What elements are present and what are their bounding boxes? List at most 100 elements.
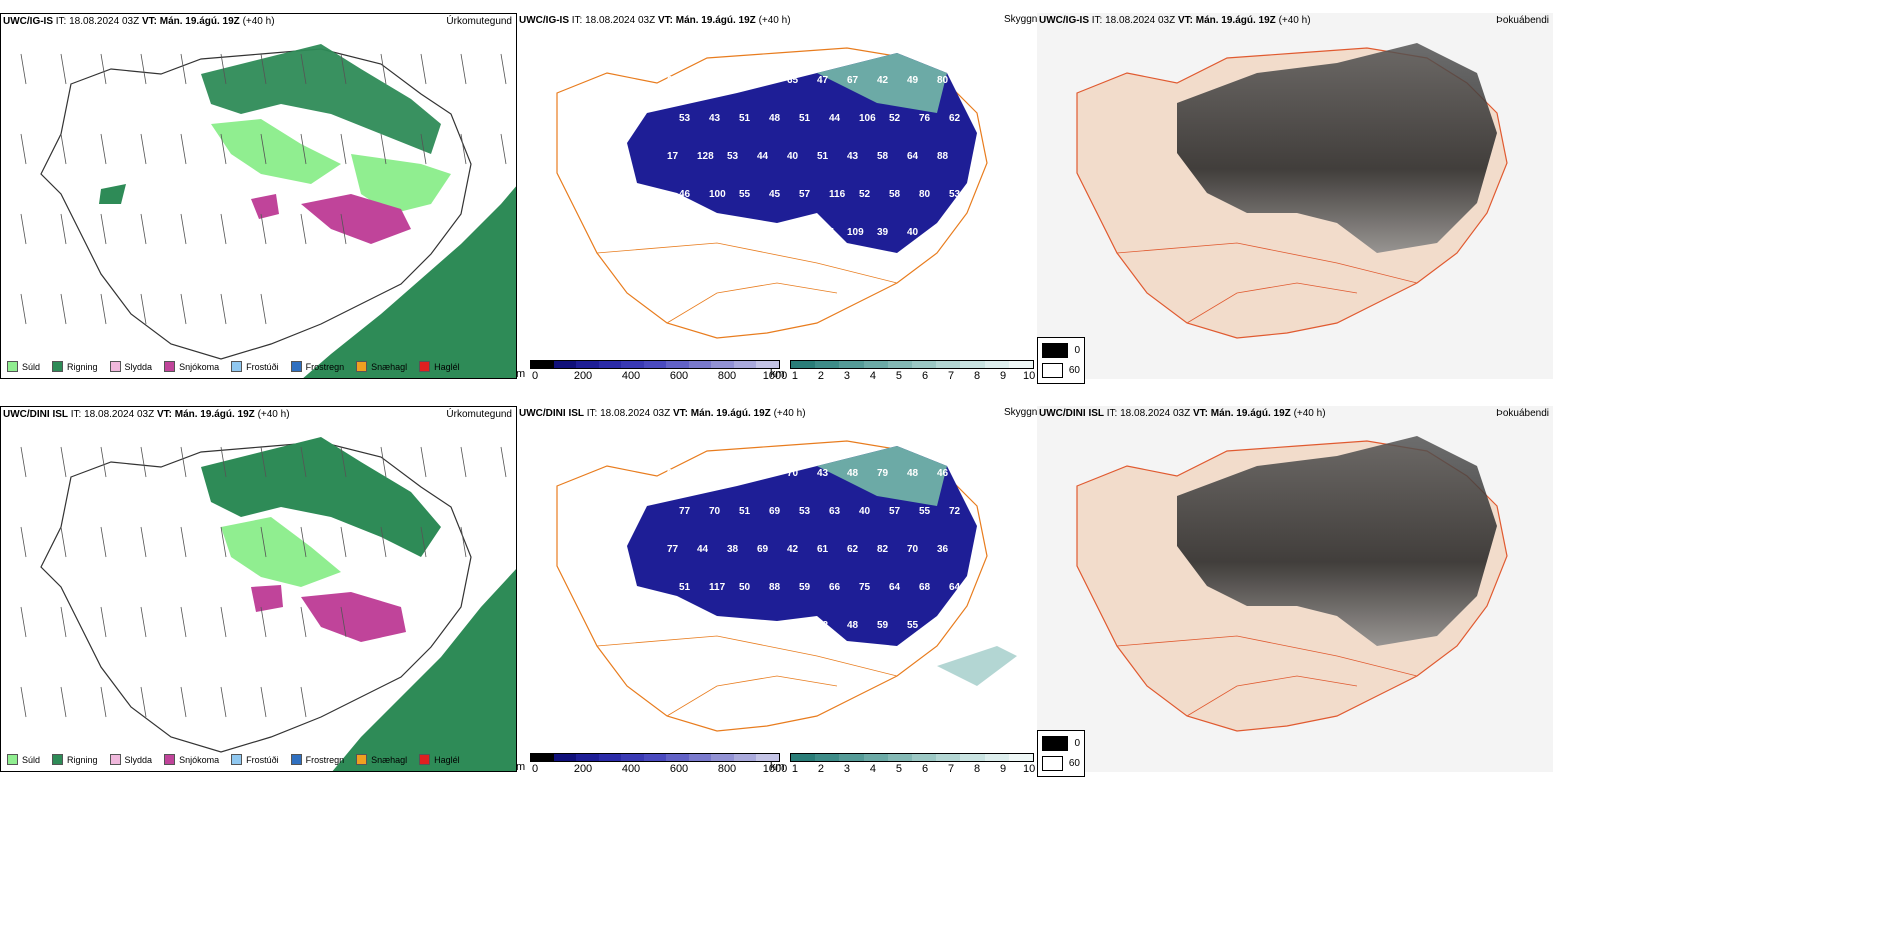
cloudbase-number: 77 [679, 506, 691, 517]
colorbar-swatch [576, 361, 599, 368]
legend-item: Frostregn [290, 754, 344, 765]
cloudbase-number: 65 [667, 75, 679, 86]
cloudbase-number: 53 [757, 468, 769, 479]
legend-item: Snæhagl [356, 754, 407, 765]
cloudbase-number: 80 [937, 75, 949, 86]
colorbar-swatch [643, 361, 667, 368]
cloudbase-number: 48 [847, 468, 859, 479]
legend-label: Haglél [434, 361, 460, 372]
legend-label: Snjókoma [179, 754, 220, 765]
cloudbase-number: 52 [889, 113, 901, 124]
legend-swatch [231, 754, 243, 765]
cloudbase-number: 62 [949, 113, 961, 124]
colorbar-swatch [553, 754, 577, 761]
fog-legend-row: 60 [1042, 756, 1080, 771]
cloudbase-number: 40 [667, 227, 679, 238]
colorbar-swatch [960, 361, 985, 368]
colorbar-tick: 200 [573, 370, 593, 382]
colorbar-swatch [984, 754, 1009, 761]
cloudbase-number: 69 [769, 506, 781, 517]
cloudbase-number: 58 [877, 151, 889, 162]
colorbar-swatch [576, 754, 599, 761]
legend-swatch [164, 754, 176, 765]
legend-swatch [356, 361, 368, 372]
cloudbase-number: 57 [889, 506, 901, 517]
cloudbase-number: 51 [679, 582, 691, 593]
colorbar-tick: 800 [717, 370, 737, 382]
cloudbase-number: 96 [697, 468, 709, 479]
legend-swatch [356, 754, 368, 765]
cloudbase-number: 75 [859, 582, 871, 593]
cloudbase-number: 36 [937, 544, 949, 555]
precip-type-panel-top: UWC/IG-IS IT: 18.08.2024 03Z VT: Mán. 19… [0, 13, 517, 379]
fog-panel-title: Þokuábendi [1496, 15, 1549, 26]
colorbar-tick: 5 [895, 763, 903, 775]
cloudbase-number: 46 [679, 189, 691, 200]
colorbar-tick: 3 [843, 370, 850, 382]
legend-item: Rigning [52, 754, 98, 765]
fog-legend-row: 60 [1042, 363, 1080, 378]
cloudbase-number: 64 [907, 151, 919, 162]
colorbar-tick: 1000 [762, 370, 788, 382]
height-colorbar-top: 0 200 400 600 800 1000 m [516, 360, 787, 382]
cloudbase-number: 17 [667, 151, 679, 162]
legend-swatch [52, 361, 64, 372]
legend-swatch [231, 361, 243, 372]
colorbar-swatch [666, 754, 689, 761]
colorbar-tick: 8 [974, 370, 981, 382]
cloudbase-number: 156 [697, 620, 714, 631]
colorbar-swatch [643, 754, 667, 761]
colorbar-swatch [531, 754, 554, 761]
cloudbase-number: 42 [817, 620, 829, 631]
colorbar-tick: 7 [947, 763, 955, 775]
cloudbase-number: 62 [847, 544, 859, 555]
cloudbase-number: 70 [709, 506, 721, 517]
visibility-colorbar-ticks: 1 2 3 4 5 6 7 8 9 10 [790, 762, 1035, 775]
colorbar-tick: 1 [791, 763, 798, 775]
cloudbase-number: 49 [907, 75, 919, 86]
fog-panel-bottom: UWC/DINI ISL IT: 18.08.2024 03Z VT: Mán.… [1037, 406, 1553, 772]
cloudbase-number: 43 [709, 113, 721, 124]
cloudbase-number: 55 [739, 189, 751, 200]
colorbar-swatch [887, 754, 913, 761]
colorbar-swatch [688, 754, 712, 761]
cloudbase-number: 66 [829, 582, 841, 593]
fog-legend-top: 0 60 [1037, 337, 1085, 384]
cloudbase-number: 51 [739, 113, 751, 124]
precip-type-panel-bottom: UWC/DINI ISL IT: 18.08.2024 03Z VT: Mán.… [0, 406, 517, 772]
legend-item: Slydda [109, 754, 152, 765]
cloudbase-number: 53 [679, 113, 691, 124]
legend-swatch [419, 361, 431, 372]
cloudbase-number: 53 [799, 506, 811, 517]
legend-label: Frostúði [246, 754, 279, 765]
cloudbase-number: 117 [709, 582, 726, 593]
legend-swatch [290, 754, 302, 765]
cloudbase-number: 43 [817, 468, 829, 479]
legend-swatch [7, 754, 18, 765]
cloudbase-number: 47 [817, 75, 829, 86]
colorbar-swatch [598, 754, 622, 761]
colorbar-tick: 800 [717, 763, 737, 775]
legend-item: Frostúði [231, 754, 279, 765]
precip-map-bottom [1, 407, 516, 771]
colorbar-swatch [756, 754, 780, 761]
legend-item: Snjókoma [164, 361, 219, 372]
colorbar-tick: 8 [974, 763, 981, 775]
legend-label: Súld [22, 361, 41, 372]
colorbar-swatch [815, 754, 840, 761]
legend-swatch [52, 754, 64, 765]
colorbar-tick: 9 [1000, 763, 1007, 775]
precip-title-bottom: UWC/DINI ISL IT: 18.08.2024 03Z VT: Mán.… [3, 409, 290, 420]
fog-legend-row: 0 [1042, 736, 1080, 751]
cloudbase-number: 116 [829, 189, 846, 200]
fog-legend-label: 0 [1074, 738, 1080, 749]
legend-item: Súld [7, 754, 40, 765]
cloudbase-title-bottom: UWC/DINI ISL IT: 18.08.2024 03Z VT: Mán.… [519, 408, 806, 419]
cloudbase-number: 42 [727, 227, 739, 238]
cloudbase-number: 88 [937, 151, 949, 162]
cloudbase-number: 80 [919, 189, 931, 200]
legend-label: Rigning [67, 754, 98, 765]
colorbar-tick: 5 [895, 370, 903, 382]
colorbar-swatch [756, 361, 780, 368]
colorbar-swatch [863, 754, 888, 761]
